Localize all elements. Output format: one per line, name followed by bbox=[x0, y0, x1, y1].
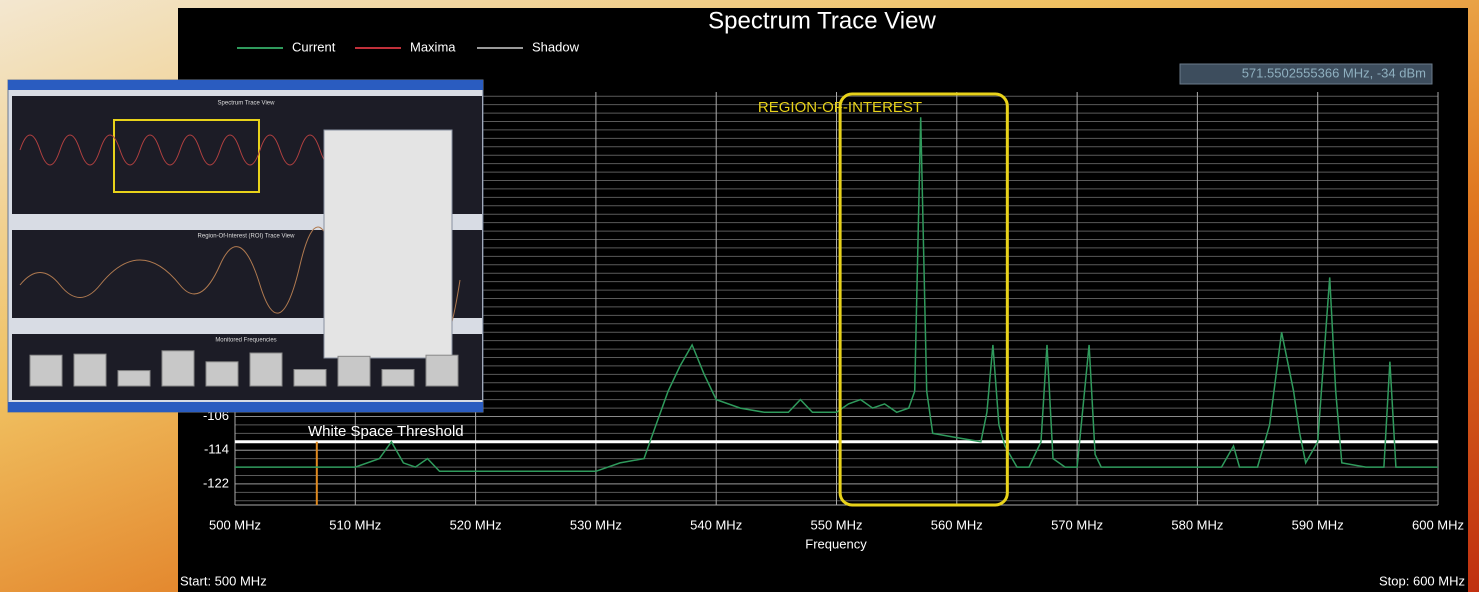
x-tick-label: 540 MHz bbox=[690, 517, 742, 532]
legend-label: Current bbox=[292, 39, 336, 54]
inset-level-bar bbox=[206, 362, 238, 386]
inset-panel-title: Region-Of-Interest (ROI) Trace View bbox=[198, 234, 296, 240]
x-tick-label: 560 MHz bbox=[931, 517, 983, 532]
inset-level-bar bbox=[338, 356, 370, 386]
inset-level-bar bbox=[74, 354, 106, 386]
x-tick-label: 580 MHz bbox=[1171, 517, 1223, 532]
screen: Spectrum Trace View 571.5502555366 MHz, … bbox=[0, 0, 1479, 592]
x-tick-label: 550 MHz bbox=[810, 517, 862, 532]
inset-level-bar bbox=[250, 353, 282, 386]
inset-window: Spectrum Trace View Region-Of-Interest (R… bbox=[8, 80, 483, 412]
y-tick-label: -122 bbox=[203, 475, 229, 490]
inset-dialog bbox=[324, 130, 452, 358]
roi-label: REGION-OF-INTEREST bbox=[758, 99, 922, 116]
start-label: Start: 500 MHz bbox=[180, 573, 267, 588]
inset-level-bar bbox=[294, 370, 326, 387]
threshold-label: White Space Threshold bbox=[308, 423, 464, 440]
inset-level-bar bbox=[118, 371, 150, 386]
inset-taskbar bbox=[8, 402, 483, 412]
inset-level-bar bbox=[426, 355, 458, 386]
legend-label: Maxima bbox=[410, 39, 456, 54]
x-tick-label: 530 MHz bbox=[570, 517, 622, 532]
x-tick-label: 590 MHz bbox=[1292, 517, 1344, 532]
x-tick-label: 570 MHz bbox=[1051, 517, 1103, 532]
y-tick-label: -114 bbox=[204, 442, 229, 457]
inset-panel-title: Monitored Frequencies bbox=[215, 338, 276, 344]
legend-label: Shadow bbox=[532, 39, 580, 54]
stop-label: Stop: 600 MHz bbox=[1379, 573, 1465, 588]
chart-title: Spectrum Trace View bbox=[708, 7, 936, 34]
inset-level-bar bbox=[30, 355, 62, 386]
inset-level-bar bbox=[382, 370, 414, 387]
x-tick-label: 500 MHz bbox=[209, 517, 261, 532]
x-tick-label: 510 MHz bbox=[329, 517, 381, 532]
inset-level-bar bbox=[162, 351, 194, 386]
inset-panel-title: Spectrum Trace View bbox=[218, 101, 276, 107]
x-axis-label: Frequency bbox=[805, 536, 867, 551]
x-tick-label: 520 MHz bbox=[450, 517, 502, 532]
inset-titlebar bbox=[8, 80, 483, 90]
x-tick-label: 600 MHz bbox=[1412, 517, 1464, 532]
readout: 571.5502555366 MHz, -34 dBm bbox=[1242, 65, 1426, 80]
